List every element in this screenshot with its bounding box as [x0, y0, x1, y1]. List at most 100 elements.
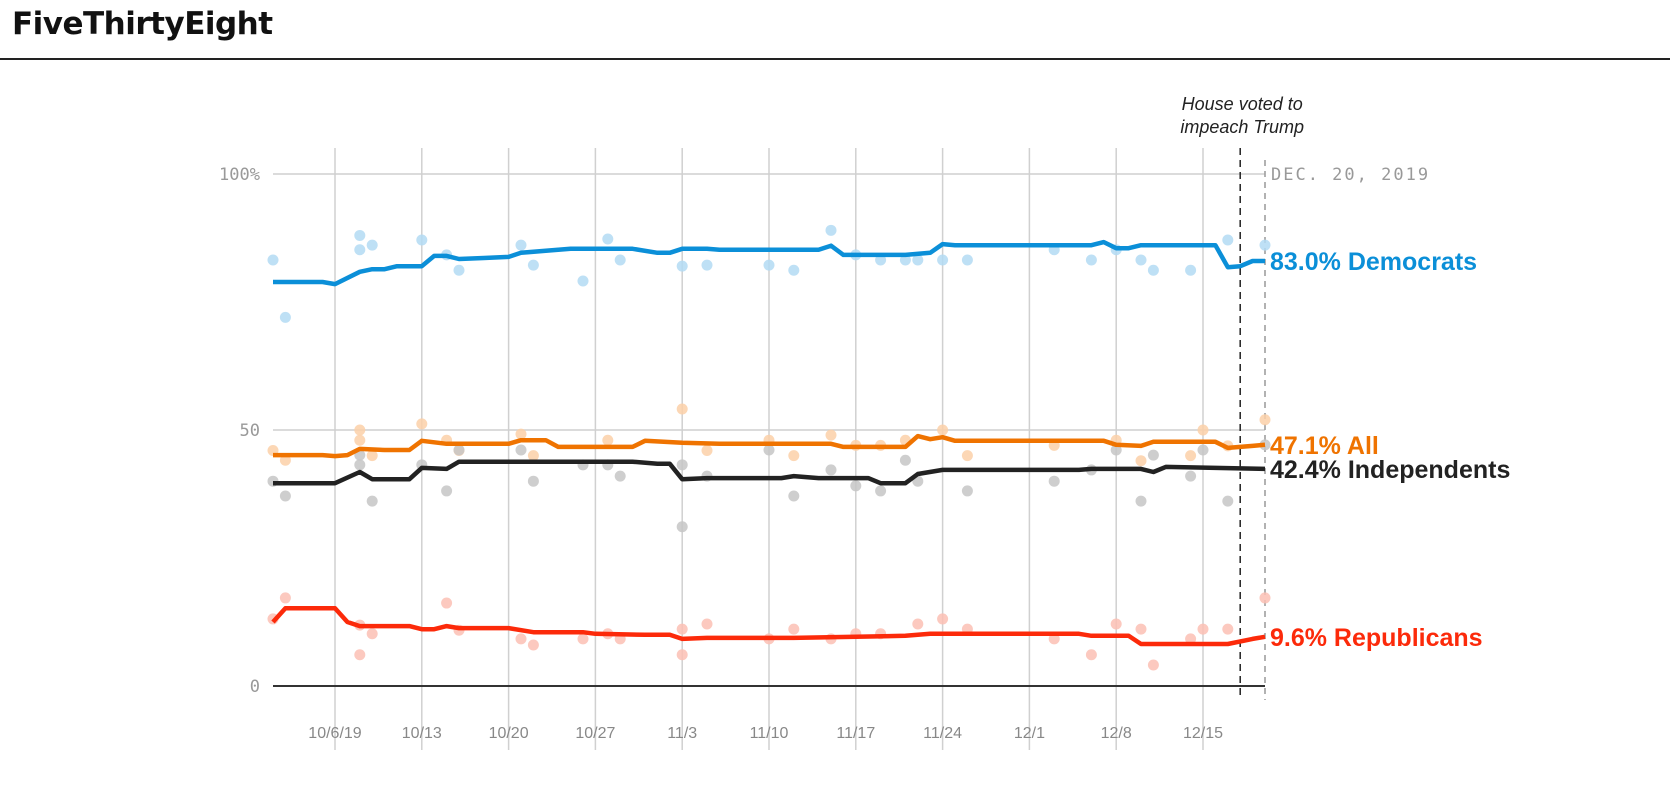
democrats-poll-dot — [453, 264, 465, 276]
x-tick-label: 10/27 — [575, 725, 615, 742]
x-tick-label: 11/17 — [836, 725, 875, 742]
independents-poll-dot — [614, 470, 626, 482]
independents-end-label: 42.4% Independents — [1270, 456, 1510, 484]
all-poll-dot — [1135, 455, 1147, 467]
democrats-poll-dot — [825, 224, 837, 236]
site-logo[interactable]: FiveThirtyEight — [12, 6, 273, 42]
independents-poll-dot — [279, 490, 291, 502]
democrats-poll-dot — [1147, 264, 1159, 276]
republicans-poll-dot — [676, 623, 688, 635]
independents-poll-dot — [763, 444, 775, 456]
independents-trend-line — [273, 459, 1266, 486]
all-trend-line — [273, 433, 1266, 459]
all-poll-dot — [354, 434, 366, 446]
independents-poll-dot — [875, 485, 887, 497]
republicans-poll-dot — [1197, 623, 1209, 635]
republicans-poll-dot — [354, 649, 366, 661]
republicans-poll-dot — [279, 592, 291, 604]
independents-poll-dot — [676, 459, 688, 471]
independents-poll-dot — [961, 485, 973, 497]
all-poll-dot — [1197, 424, 1209, 436]
democrats-poll-dot — [354, 244, 366, 256]
all-poll-dot — [676, 403, 688, 415]
republicans-end-label: 9.6% Republicans — [1270, 624, 1483, 652]
x-tick-label: 12/8 — [1101, 725, 1132, 742]
republicans-poll-dot — [441, 597, 453, 609]
democrats-poll-dot — [937, 254, 949, 266]
democrats-poll-dot — [354, 229, 366, 241]
x-tick-label: 10/20 — [489, 725, 529, 742]
republicans-trend-line — [271, 605, 1266, 647]
independents-poll-dot — [1135, 495, 1147, 507]
republicans-poll-dot — [1135, 623, 1147, 635]
republicans-poll-dot — [1259, 592, 1271, 604]
independents-poll-dot — [1110, 444, 1122, 456]
democrats-poll-dot — [515, 239, 527, 251]
independents-poll-dot — [527, 475, 539, 487]
x-tick-label: 11/24 — [923, 725, 962, 742]
democrats-poll-dot — [701, 259, 713, 271]
independents-poll-dot — [1197, 444, 1209, 456]
all-poll-dot — [527, 450, 539, 462]
independents-poll-dot — [850, 480, 862, 492]
republicans-poll-dot — [1085, 649, 1097, 661]
democrats-poll-dot — [961, 254, 973, 266]
democrats-poll-dot — [577, 275, 589, 287]
all-poll-dot — [1185, 450, 1197, 462]
x-tick-label: 10/13 — [402, 725, 442, 742]
all-poll-dot — [788, 450, 800, 462]
x-tick-label: 11/3 — [667, 725, 697, 742]
independents-poll-dot — [1185, 470, 1197, 482]
democrats-poll-dot — [1222, 234, 1234, 246]
republicans-poll-dot — [676, 649, 688, 661]
impeachment-annotation: House voted to — [1182, 94, 1303, 114]
republicans-poll-dot — [1147, 659, 1159, 671]
all-poll-dot — [1259, 414, 1271, 426]
republicans-poll-dot — [1110, 618, 1122, 630]
independents-poll-dot — [899, 454, 911, 466]
all-poll-dot — [366, 450, 378, 462]
democrats-poll-dot — [279, 311, 291, 323]
democrats-poll-dot — [602, 233, 614, 245]
x-tick-label: 11/10 — [750, 725, 789, 742]
republicans-poll-dot — [527, 639, 539, 651]
all-poll-dot — [825, 429, 837, 441]
all-poll-dot — [416, 418, 428, 430]
republicans-poll-dot — [937, 613, 949, 625]
x-tick-label: 12/15 — [1183, 725, 1223, 742]
all-poll-dot — [602, 434, 614, 446]
democrats-poll-dot — [788, 264, 800, 276]
democrats-poll-dot — [875, 254, 887, 266]
impeachment-annotation: impeach Trump — [1180, 117, 1304, 137]
democrats-poll-dot — [899, 254, 911, 266]
democrats-poll-dot — [416, 234, 428, 246]
x-tick-label: 10/6/19 — [308, 725, 361, 742]
site-header: FiveThirtyEight — [0, 0, 1670, 60]
republicans-poll-dot — [1185, 633, 1197, 645]
independents-poll-dot — [441, 485, 453, 497]
independents-poll-dot — [825, 464, 837, 476]
democrats-poll-dot — [1135, 254, 1147, 266]
democrats-trend-line — [273, 239, 1265, 287]
democrats-poll-dot — [366, 239, 378, 251]
democrats-poll-dot — [912, 254, 924, 266]
independents-poll-dot — [515, 444, 527, 456]
republicans-poll-dot — [912, 618, 924, 630]
democrats-end-label: 83.0% Democrats — [1270, 248, 1477, 276]
republicans-poll-dot — [788, 623, 800, 635]
republicans-poll-dot — [515, 633, 527, 645]
republicans-poll-dot — [1222, 623, 1234, 635]
democrats-poll-dot — [1085, 254, 1097, 266]
current-date-label: DEC. 20, 2019 — [1271, 165, 1430, 185]
democrats-poll-dot — [676, 260, 688, 272]
democrats-poll-dot — [1259, 239, 1271, 251]
independents-poll-dot — [788, 490, 800, 502]
all-poll-dot — [961, 450, 973, 462]
all-poll-dot — [354, 424, 366, 436]
all-end-label: 47.1% All — [1270, 432, 1379, 460]
all-poll-dot — [279, 454, 291, 466]
democrats-poll-dot — [614, 254, 626, 266]
independents-poll-dot — [1147, 449, 1159, 461]
democrats-poll-dot — [267, 254, 279, 266]
